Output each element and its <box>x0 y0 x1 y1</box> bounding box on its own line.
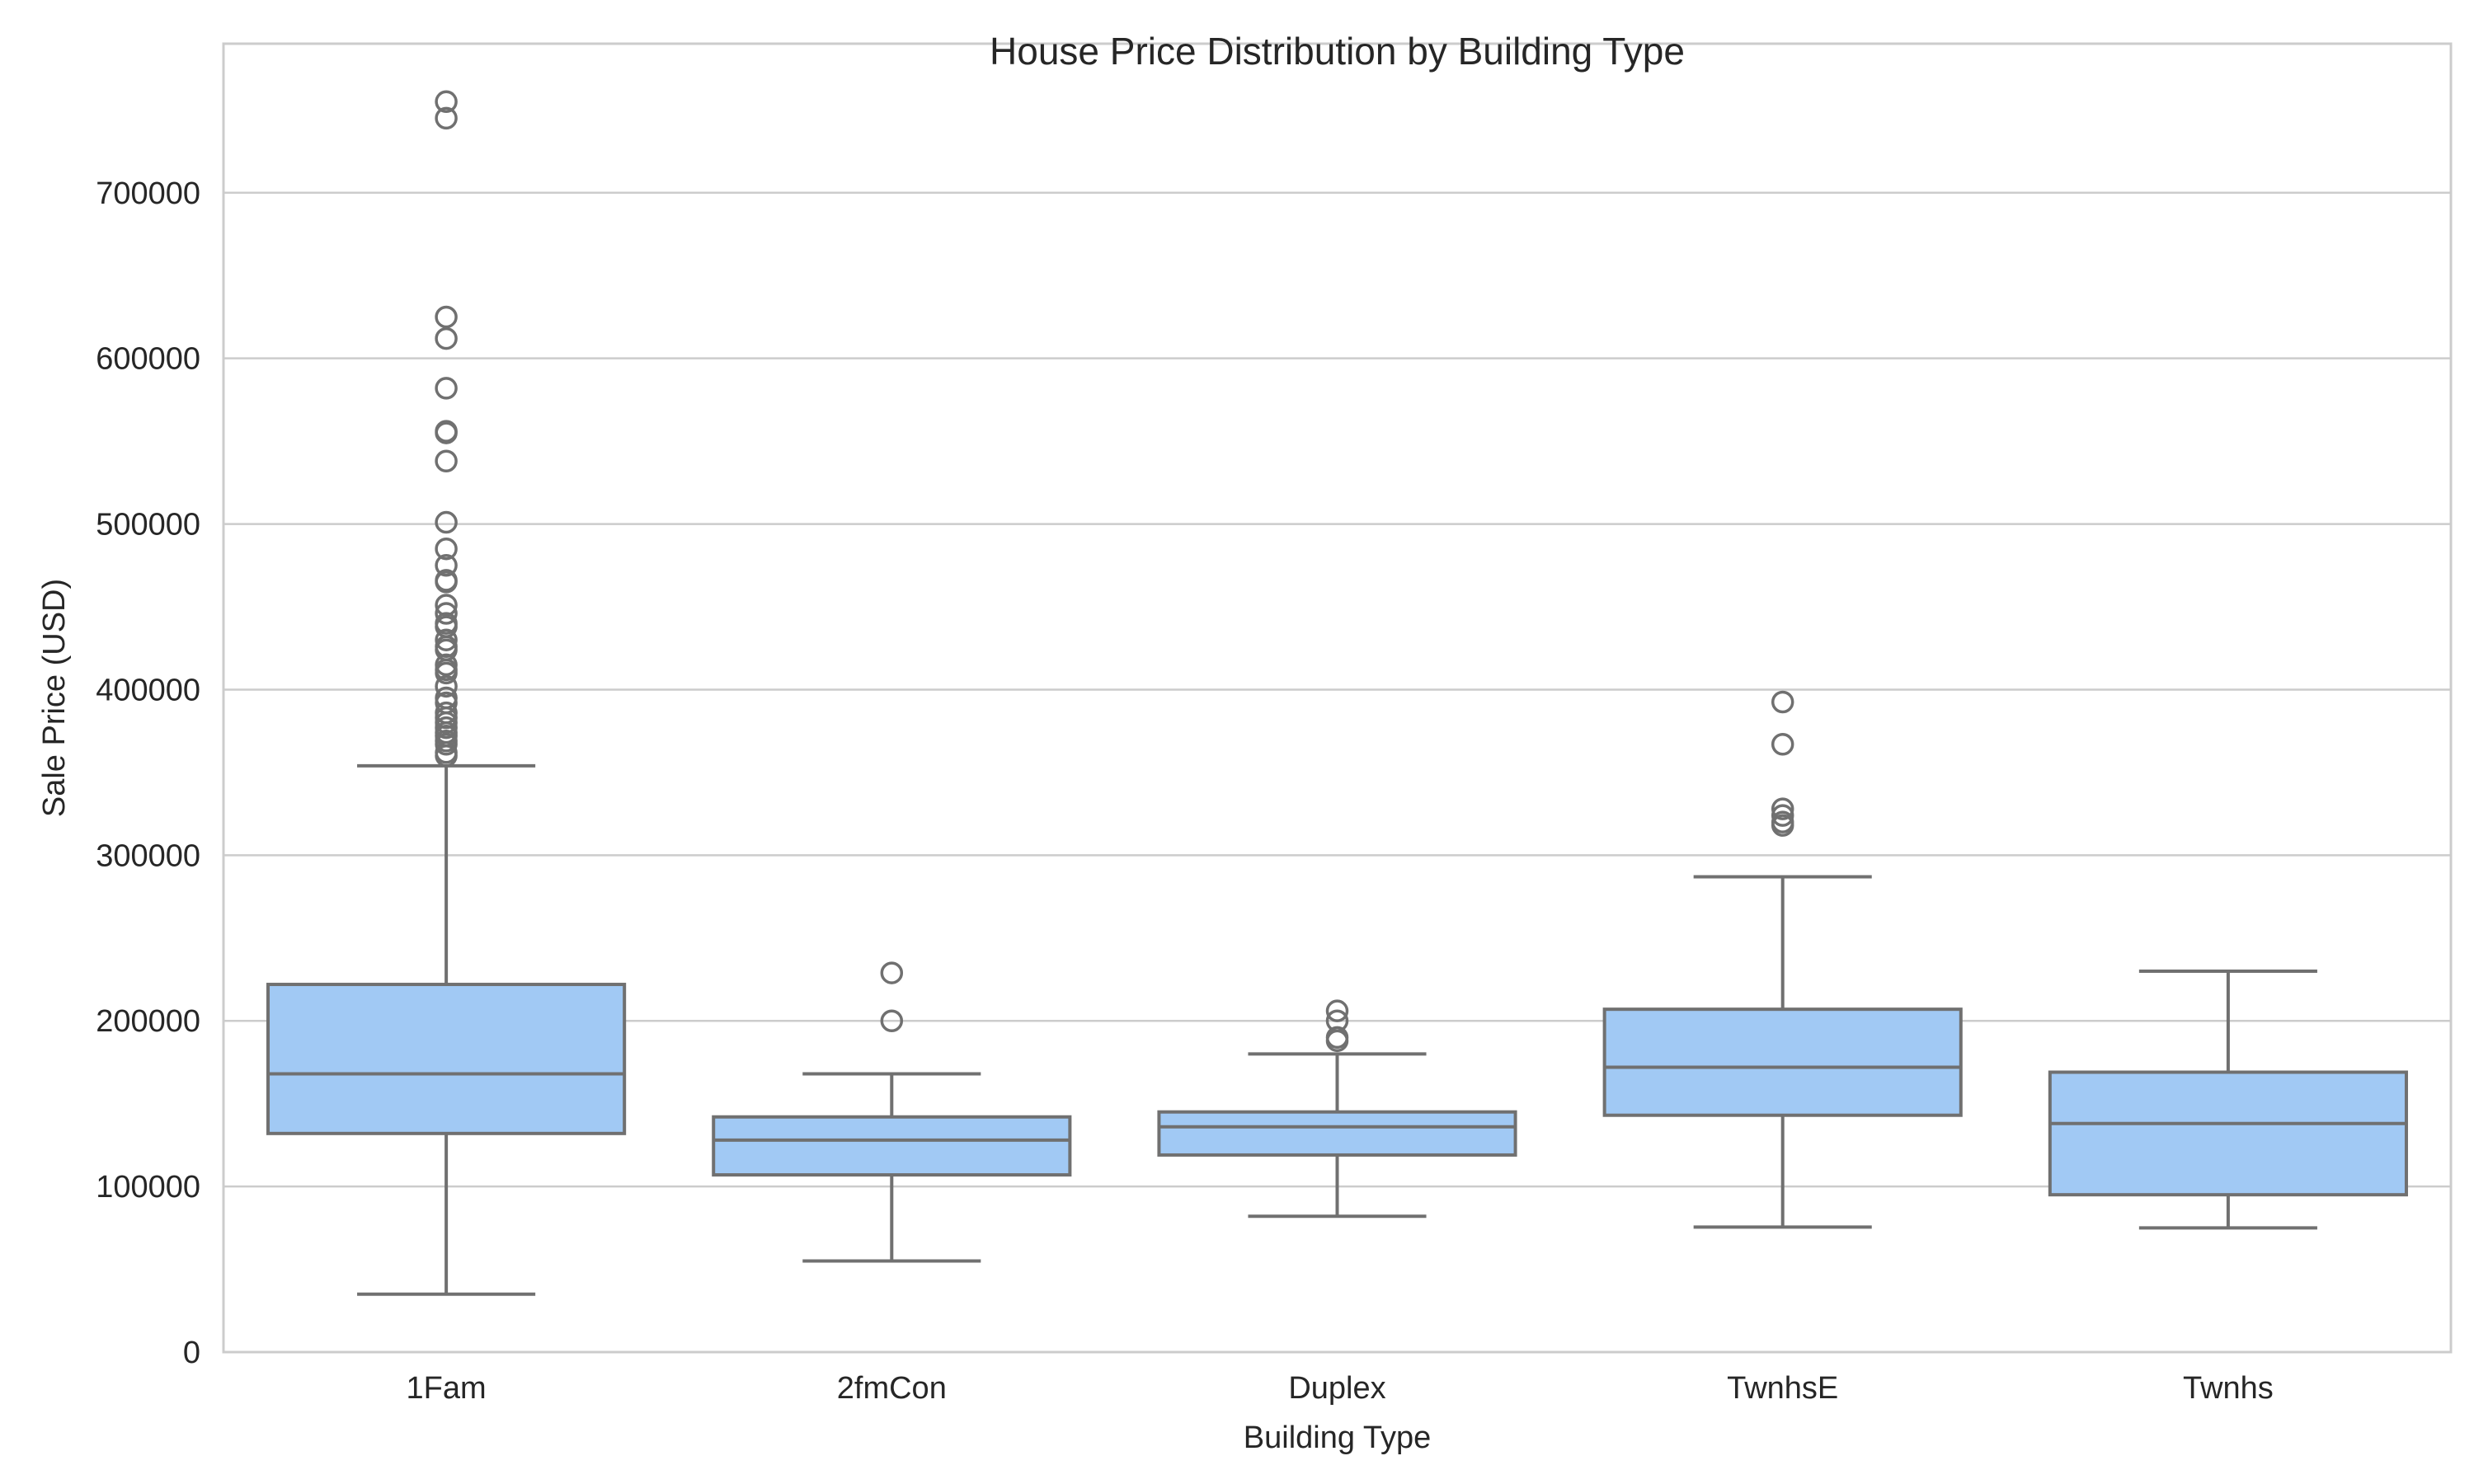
outlier-point <box>880 1009 904 1032</box>
boxes-layer <box>266 90 2408 1296</box>
chart-title: House Price Distribution by Building Typ… <box>990 30 1685 73</box>
outlier-point <box>435 449 458 472</box>
box-1Fam <box>266 90 627 1296</box>
box-2fmCon <box>712 961 1072 1263</box>
box-TwnhsE <box>1602 690 1963 1229</box>
outlier-point <box>435 537 458 561</box>
outlier-point <box>435 554 458 577</box>
x-tick-label: 2fmCon <box>837 1371 947 1406</box>
outlier-point <box>435 90 458 114</box>
x-tick-label: Twnhs <box>2183 1371 2274 1406</box>
plot-frame <box>222 42 2453 1354</box>
y-axis-label: Sale Price (USD) <box>37 579 72 817</box>
x-axis-label: Building Type <box>1244 1421 1431 1455</box>
x-tick-label: TwnhsE <box>1727 1371 1838 1406</box>
outlier-point <box>1325 999 1349 1022</box>
outlier-point <box>435 674 458 698</box>
x-tick-label: Duplex <box>1288 1371 1385 1406</box>
outlier-point <box>1771 804 1794 827</box>
y-tick-label: 400000 <box>96 673 200 707</box>
box-Twnhs <box>2048 969 2408 1230</box>
y-tick-label: 500000 <box>96 508 200 542</box>
box-iqr <box>1602 1007 1963 1117</box>
outlier-point <box>435 594 458 617</box>
box-Duplex <box>1157 999 1517 1219</box>
outlier-point <box>435 421 458 444</box>
outlier-point <box>435 305 458 329</box>
box-iqr <box>2048 1070 2408 1197</box>
x-tick-label: 1Fam <box>407 1371 487 1406</box>
y-tick-label: 600000 <box>96 342 200 377</box>
outlier-point <box>435 602 458 625</box>
outlier-point <box>435 326 458 350</box>
outlier-point <box>435 377 458 400</box>
outlier-point <box>435 661 458 685</box>
outlier-point <box>1771 797 1794 820</box>
outlier-point <box>1771 732 1794 756</box>
outlier-point <box>435 744 458 768</box>
box-iqr <box>712 1115 1072 1177</box>
y-tick-label: 0 <box>183 1336 200 1370</box>
y-tick-label: 100000 <box>96 1170 200 1205</box>
outlier-point <box>1325 1029 1349 1053</box>
outlier-point <box>435 628 458 651</box>
box-iqr <box>266 983 627 1135</box>
y-tick-labels: 0 100000 200000 300000 400000 500000 600000 700… <box>96 176 200 1370</box>
outlier-point <box>435 571 458 594</box>
x-tick-labels: 1Fam 2fmCon Duplex TwnhsE Twnhs <box>407 1371 2274 1406</box>
outlier-point <box>880 961 904 984</box>
outlier-point <box>435 106 458 130</box>
outlier-point <box>1771 690 1794 714</box>
y-tick-label: 300000 <box>96 838 200 873</box>
y-tick-label: 200000 <box>96 1004 200 1039</box>
outlier-point <box>1771 814 1794 837</box>
outlier-point <box>435 732 458 756</box>
y-tick-label: 700000 <box>96 176 200 211</box>
box-iqr <box>1157 1110 1517 1157</box>
outlier-point <box>435 510 458 534</box>
